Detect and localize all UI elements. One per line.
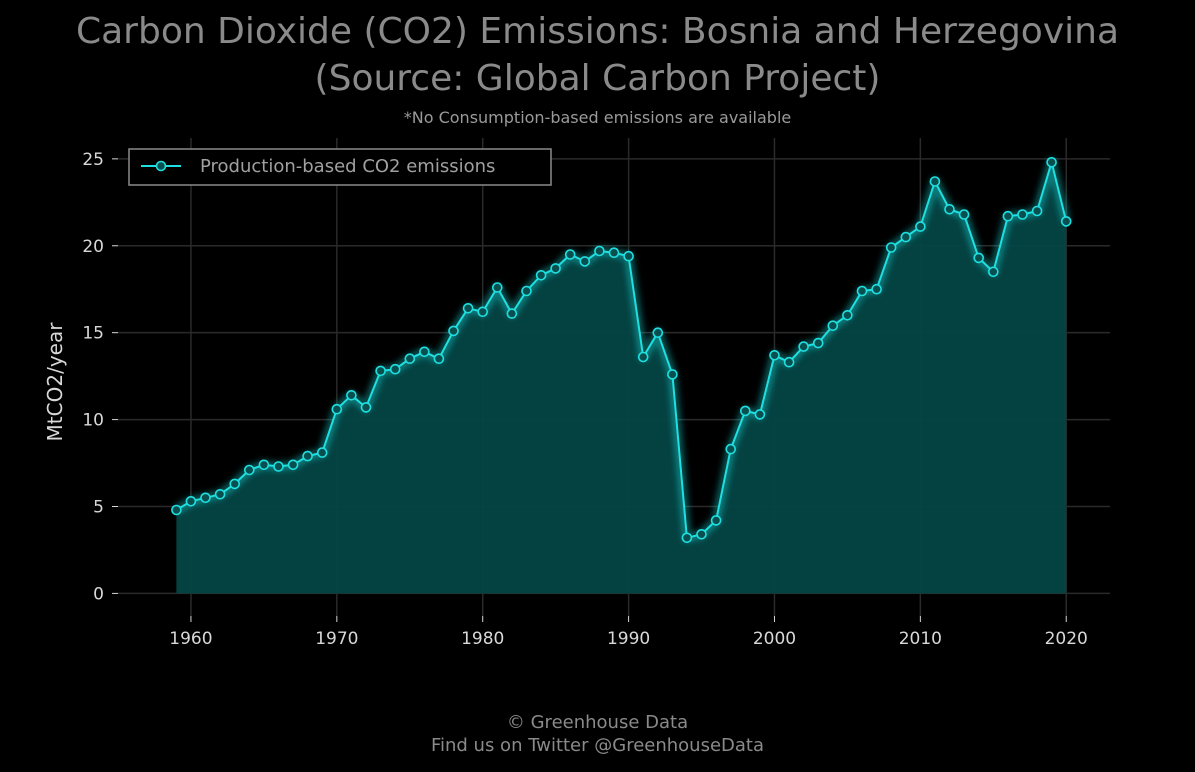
data-point: [769, 349, 780, 361]
data-point: [623, 250, 634, 262]
legend: Production-based CO2 emissions: [128, 148, 552, 186]
x-tick-label: 2000: [753, 629, 796, 649]
data-point: [506, 308, 518, 319]
data-point: [535, 269, 547, 281]
data-point: [725, 443, 737, 455]
data-point: [550, 263, 561, 274]
data-point: [375, 365, 386, 377]
data-point: [448, 325, 459, 337]
data-point: [316, 447, 328, 458]
x-tick-label: 2020: [1045, 629, 1088, 649]
data-point: [214, 488, 226, 500]
data-point: [433, 353, 445, 365]
y-tick-label: 0: [93, 584, 104, 604]
data-point: [564, 249, 576, 260]
legend-label: Production-based CO2 emissions: [200, 156, 495, 177]
footer-credit: © Greenhouse Data: [506, 712, 689, 733]
x-tick-label: 1980: [461, 629, 504, 649]
data-point: [739, 405, 751, 417]
data-point: [798, 341, 809, 352]
data-point: [389, 363, 401, 375]
data-point: [681, 532, 693, 544]
data-point: [608, 247, 620, 258]
data-point: [856, 285, 868, 297]
x-tick-label: 1990: [607, 629, 650, 649]
y-axis-label: MtCO2/year: [43, 322, 67, 442]
data-point: [491, 282, 503, 293]
data-point: [812, 337, 824, 349]
y-tick-label: 15: [82, 324, 104, 344]
y-tick-label: 20: [82, 237, 104, 257]
data-point: [521, 285, 532, 297]
data-point: [1060, 216, 1072, 227]
data-point: [652, 327, 664, 339]
x-tick-label: 1960: [169, 629, 212, 649]
data-point: [929, 176, 941, 187]
data-point: [419, 346, 430, 358]
y-tick-label: 10: [82, 411, 104, 431]
data-point: [185, 495, 197, 507]
x-tick-label: 1970: [315, 629, 358, 649]
data-point: [1017, 209, 1028, 220]
axes: 1960 1970 1980 1990 2000 2010 2020 0 5 10 15 20 25 Mt…: [43, 150, 1088, 649]
legend-box: [128, 148, 552, 186]
data-point: [827, 320, 839, 332]
data-point: [477, 306, 489, 318]
data-point: [1031, 205, 1043, 217]
data-point: [710, 515, 722, 526]
data-point: [885, 242, 897, 253]
series-area: [176, 162, 1067, 594]
data-point: [958, 209, 970, 220]
data-point: [783, 356, 795, 368]
data-point: [331, 403, 343, 415]
data-point: [244, 464, 255, 476]
data-point: [1002, 210, 1014, 222]
data-point: [696, 528, 707, 540]
data-point: [346, 389, 357, 401]
data-point: [667, 369, 678, 380]
data-point: [973, 252, 985, 264]
data-point: [987, 266, 999, 278]
data-points: [171, 157, 1072, 544]
data-point: [287, 459, 299, 471]
data-point: [200, 492, 211, 504]
data-point: [404, 353, 416, 365]
y-tick-label: 5: [93, 497, 104, 517]
data-point: [842, 309, 853, 321]
data-point: [900, 231, 912, 243]
chart-title-line-2: (Source: Global Carbon Project): [314, 58, 881, 99]
data-point: [754, 409, 766, 420]
data-point: [229, 478, 240, 490]
chart-title-line-1: Carbon Dioxide (CO2) Emissions: Bosnia a…: [75, 11, 1120, 52]
footer-twitter: Find us on Twitter @GreenhouseData: [430, 735, 765, 756]
data-point: [1046, 157, 1057, 168]
legend-swatch-marker: [155, 160, 167, 172]
data-point: [915, 221, 926, 232]
data-point: [594, 245, 605, 257]
data-point: [579, 256, 591, 267]
data-point: [258, 459, 270, 471]
data-point: [171, 504, 182, 516]
data-point: [637, 351, 649, 363]
y-tick-label: 25: [82, 150, 104, 170]
data-point: [273, 461, 284, 472]
area-fill: [176, 162, 1067, 594]
data-point: [944, 204, 955, 215]
data-point: [871, 283, 882, 295]
x-tick-label: 2010: [899, 629, 942, 649]
chart-subtitle: *No Consumption-based emissions are avai…: [403, 108, 792, 127]
data-point: [302, 450, 313, 462]
data-point: [360, 402, 372, 413]
data-point: [462, 302, 474, 314]
